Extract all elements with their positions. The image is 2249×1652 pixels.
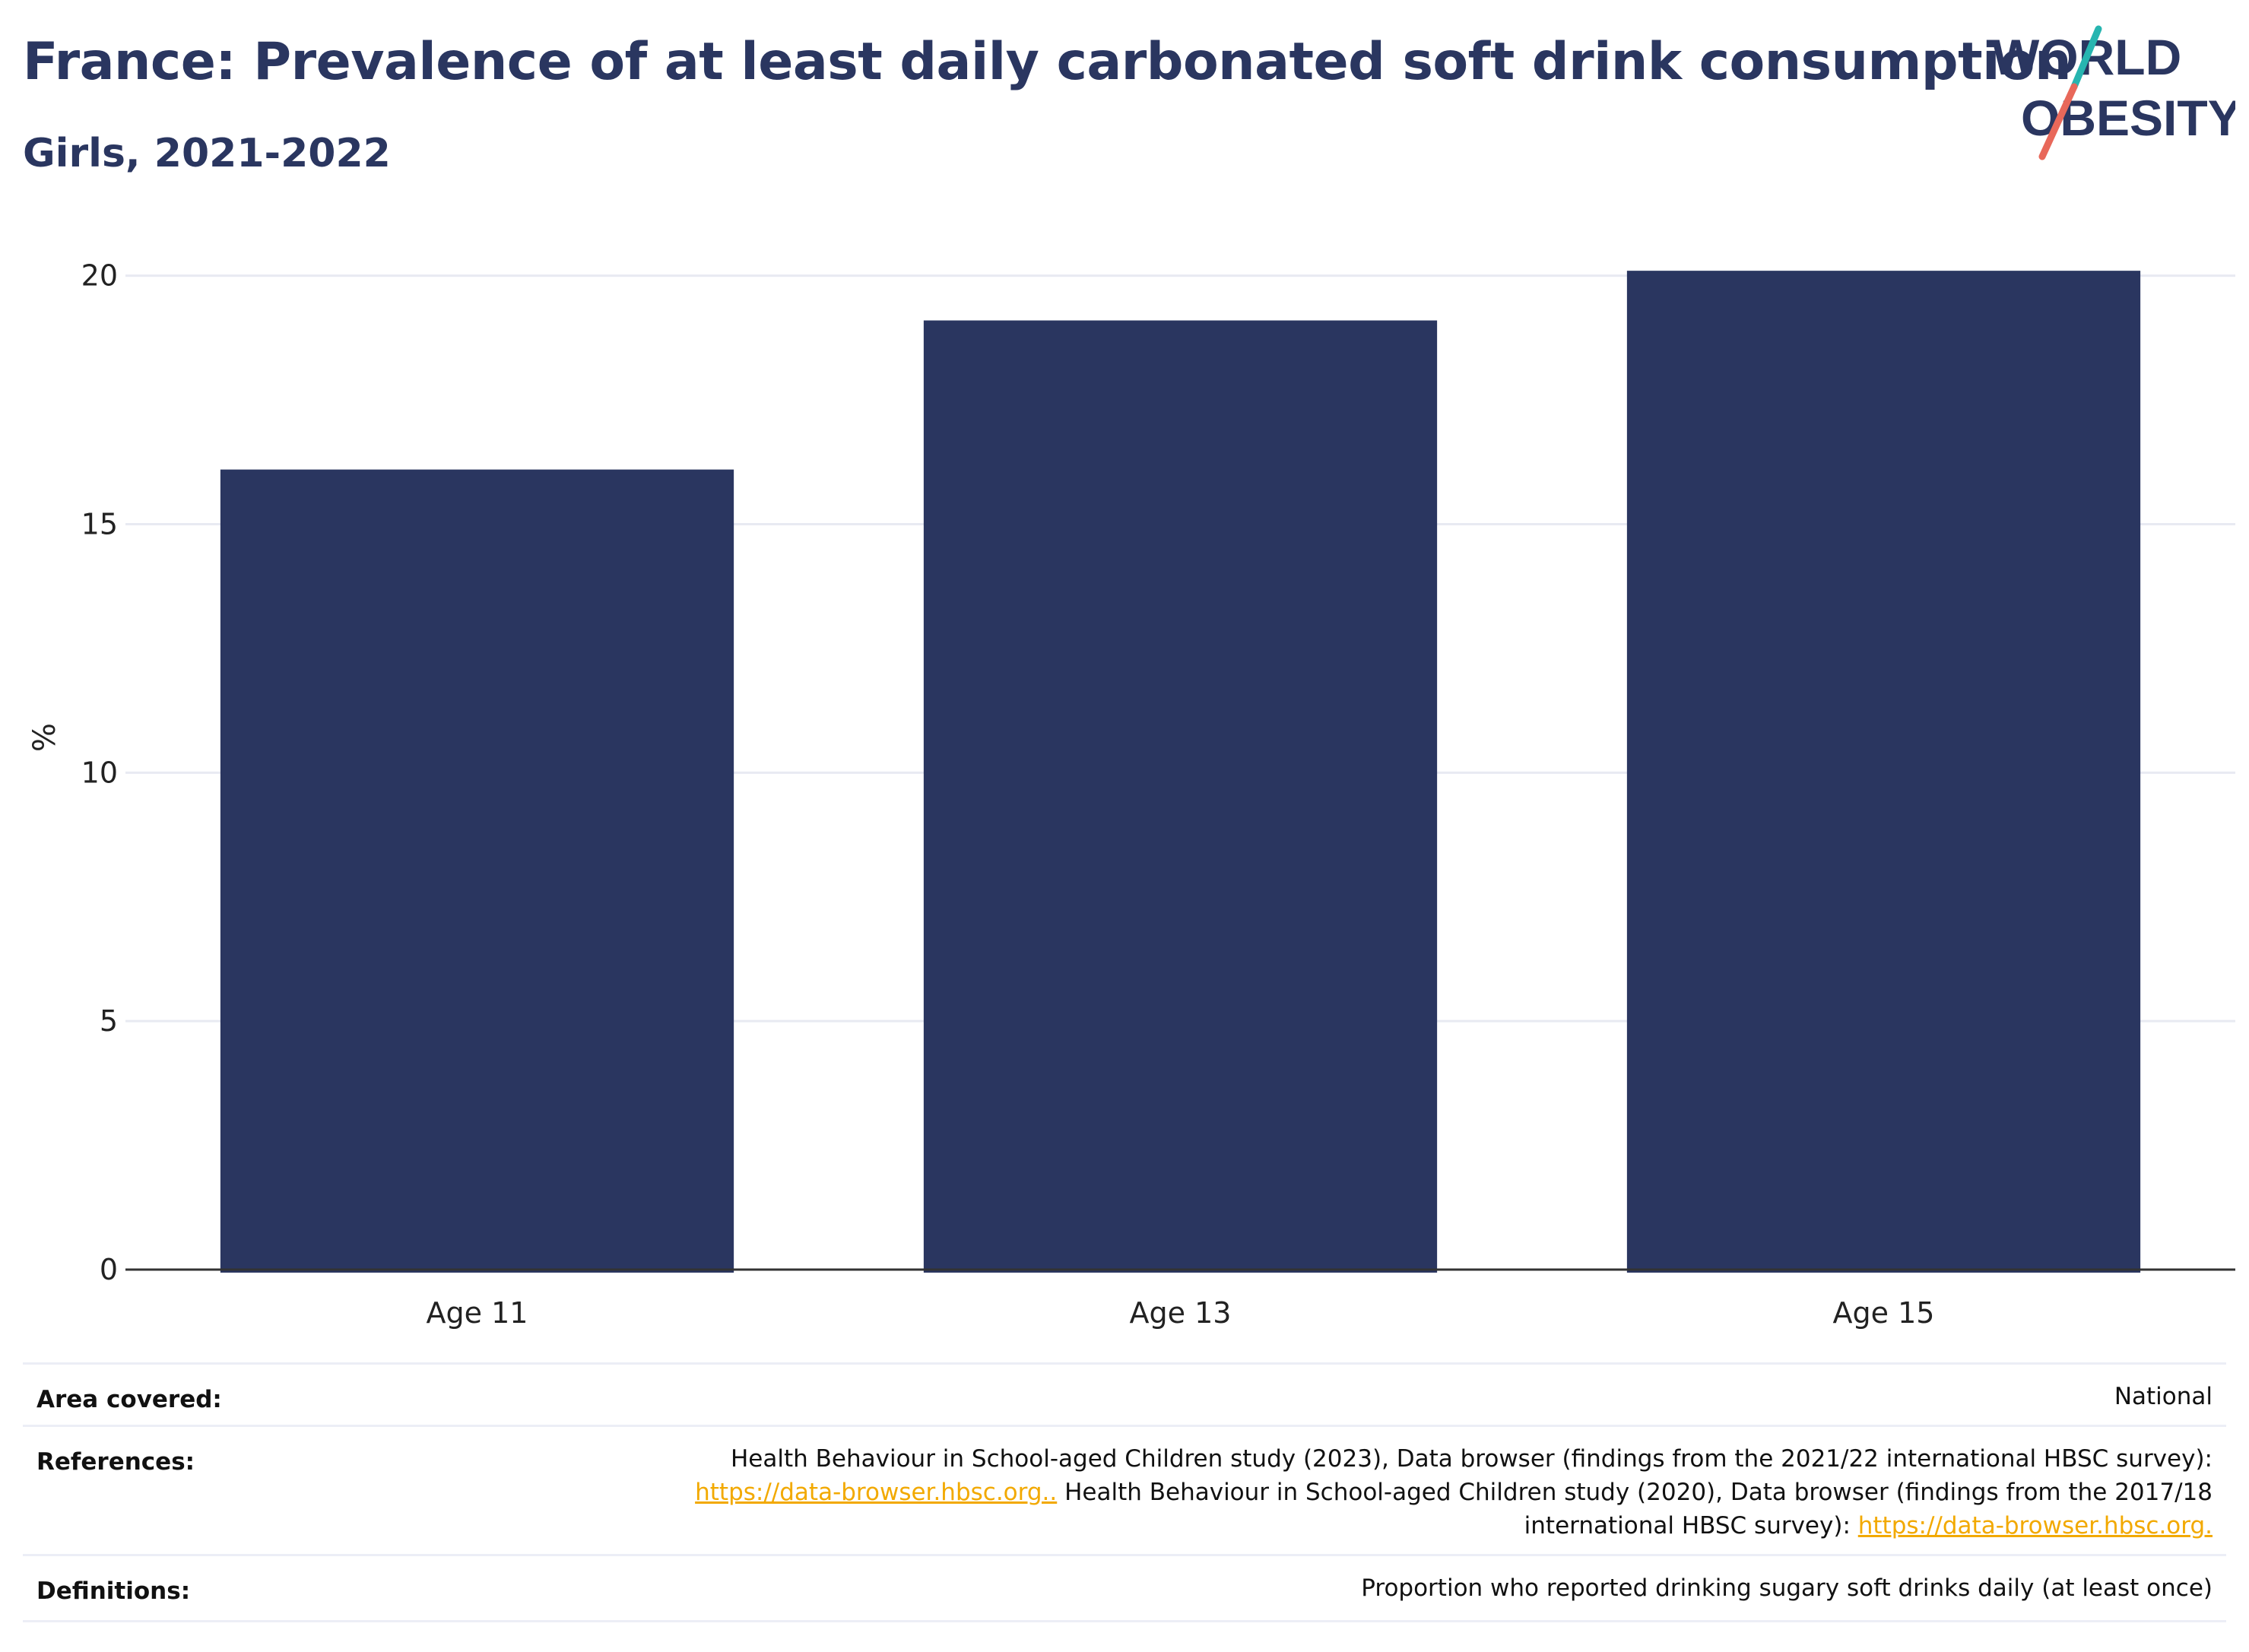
y-tick-label: 15 <box>81 508 118 541</box>
chart-subtitle: Girls, 2021-2022 <box>23 131 391 176</box>
axes: 0 5 10 15 20 Age 11 Age 13 Age 15 <box>81 259 2235 1330</box>
bar-age-13 <box>923 320 1438 1273</box>
x-tick-label: Age 13 <box>1130 1296 1232 1330</box>
definitions-value: Proportion who reported drinking sugary … <box>1361 1574 2213 1602</box>
reference-link-1[interactable]: https://data-browser.hbsc.org.. <box>695 1479 1058 1506</box>
y-tick-label: 0 <box>100 1253 118 1286</box>
y-tick-label: 20 <box>81 259 118 293</box>
references-line-1: Health Behaviour in School-aged Children… <box>731 1445 2213 1473</box>
reference-link-2[interactable]: https://data-browser.hbsc.org. <box>1857 1512 2213 1539</box>
world-obesity-logo: WORLD OBESITY <box>1992 25 2235 160</box>
y-tick-label: 10 <box>81 756 118 789</box>
area-covered-value: National <box>2114 1383 2213 1410</box>
references-line-2: https://data-browser.hbsc.org.. Health B… <box>695 1476 2213 1509</box>
logo-slash-bottom <box>2038 83 2078 160</box>
metadata-row-area: Area covered: National <box>23 1362 2226 1427</box>
metadata-row-references: References: Health Behaviour in School-a… <box>23 1425 2226 1556</box>
references-line-2-text: Health Behaviour in School-aged Children… <box>1057 1479 2213 1506</box>
references-value: Health Behaviour in School-aged Children… <box>695 1442 2213 1543</box>
logo-slash-top <box>2070 25 2102 90</box>
bar-age-11 <box>220 469 734 1273</box>
references-label: References: <box>36 1448 195 1476</box>
references-line-3-text: international HBSC survey): <box>1524 1512 1858 1539</box>
chart-title: France: Prevalence of at least daily car… <box>23 32 2072 92</box>
area-covered-label: Area covered: <box>36 1386 222 1413</box>
y-tick-label: 5 <box>100 1004 118 1038</box>
x-tick-label: Age 15 <box>1833 1296 1935 1330</box>
bar-age-15 <box>1626 271 2141 1273</box>
references-line-3: international HBSC survey): https://data… <box>695 1509 2213 1543</box>
y-axis-title: % <box>27 723 62 752</box>
bar-chart: 0 5 10 15 20 Age 11 Age 13 Age 15 % <box>27 259 2235 1330</box>
bars <box>220 271 2141 1273</box>
x-tick-label: Age 11 <box>427 1296 528 1330</box>
metadata-row-definitions: Definitions: Proportion who reported dri… <box>23 1554 2226 1622</box>
definitions-label: Definitions: <box>36 1577 191 1605</box>
